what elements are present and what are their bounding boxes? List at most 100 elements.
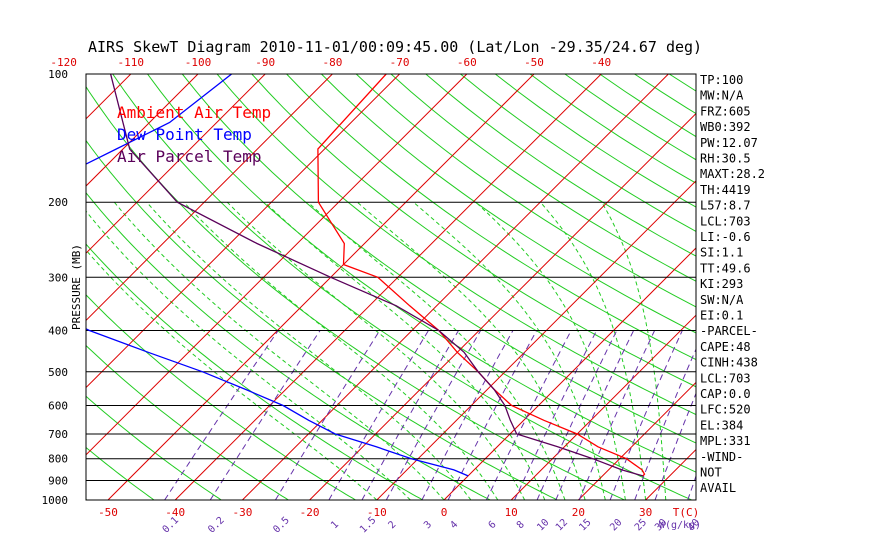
top-temp-tick-label: -60 — [457, 56, 477, 69]
isotherm-line — [86, 74, 468, 456]
dry-adiabat — [355, 74, 696, 308]
bottom-temp-unit: T(C) — [673, 506, 700, 519]
pressure-tick-label: 600 — [48, 399, 68, 412]
index-cape: CAPE:48 — [700, 340, 751, 354]
mixing-ratio-tick-label: 10 — [535, 517, 551, 533]
moist-adiabat — [413, 201, 606, 500]
mixing-ratio-tick-label: 0.2 — [206, 515, 227, 536]
series-line-air-parcel-temp — [109, 74, 643, 477]
mixing-ratio-tick-label: 6 — [487, 519, 499, 531]
index-wind: -WIND- — [700, 450, 743, 464]
bottom-temp-tick-label: 30 — [639, 506, 652, 519]
dry-adiabat — [843, 74, 870, 500]
mixing-ratio-tick-label: 1 — [329, 519, 341, 531]
top-temp-tick-label: -90 — [255, 56, 275, 69]
bottom-temp-tick-label: 10 — [505, 506, 518, 519]
pressure-tick-label: 700 — [48, 428, 68, 441]
bottom-temp-tick-label: 0 — [441, 506, 448, 519]
chart-axes: 1002003004005006007008009001000PRESSURE … — [42, 56, 703, 536]
isotherm-line — [309, 112, 696, 500]
index-ei: EI:0.1 — [700, 309, 743, 323]
chart-series — [86, 74, 646, 477]
isotherm-line — [86, 74, 333, 322]
dry-adiabat — [86, 192, 491, 500]
index-lfc: LFC:520 — [700, 403, 751, 417]
pressure-tick-label: 500 — [48, 366, 68, 379]
index-mw: MW:N/A — [700, 89, 744, 103]
pressure-tick-label: 1000 — [42, 494, 69, 507]
isotherm-line — [510, 314, 696, 500]
dry-adiabat — [739, 74, 870, 500]
bottom-temp-tick-label: -40 — [165, 506, 185, 519]
index-rh: RH:30.5 — [700, 152, 751, 166]
index-tp: TP:100 — [700, 73, 743, 87]
dry-adiabat — [808, 74, 870, 500]
index-mpl: MPL:331 — [700, 434, 751, 448]
mixing-ratio-tick-label: 0.5 — [271, 515, 292, 536]
bottom-temp-tick-label: -30 — [232, 506, 252, 519]
index-l57: L57:8.7 — [700, 199, 751, 213]
isotherm-line — [86, 74, 266, 254]
index-frz: FRZ:605 — [700, 104, 751, 118]
isotherm-line — [645, 448, 696, 500]
top-temp-tick-label: -70 — [390, 56, 410, 69]
mixing-ratio-tick-label: 8 — [515, 519, 527, 531]
moist-adiabat — [86, 249, 378, 500]
pressure-tick-label: 200 — [48, 196, 68, 209]
index-li: LI:-0.6 — [700, 230, 751, 244]
index-th: TH:4419 — [700, 183, 751, 197]
index-avail: AVAIL — [700, 481, 736, 495]
dry-adiabat — [286, 74, 696, 361]
index-not: NOT — [700, 466, 722, 480]
mixing-ratio-line — [536, 330, 618, 500]
dry-adiabat — [86, 294, 356, 500]
moist-adiabat — [264, 201, 546, 500]
index-parcel: -PARCEL- — [700, 324, 758, 338]
top-temp-tick-label: -40 — [591, 56, 611, 69]
index-el: EL:384 — [700, 418, 743, 432]
pressure-tick-label: 800 — [48, 453, 68, 466]
legend-entry: Air Parcel Temp — [117, 147, 262, 166]
pressure-tick-label: 400 — [48, 324, 68, 337]
isotherm-line — [107, 74, 535, 500]
bottom-temp-tick-label: -10 — [367, 506, 387, 519]
dry-adiabat — [390, 74, 696, 282]
index-lcl: LCL:703 — [700, 214, 751, 228]
isotherm-line — [376, 180, 696, 500]
mixing-ratio-tick-label: 12 — [554, 517, 570, 533]
isotherm-line — [443, 247, 696, 500]
pressure-tick-label: 300 — [48, 271, 68, 284]
moist-adiabat — [113, 201, 445, 500]
mixing-ratio-unit: W(g/kg) — [659, 520, 701, 531]
bottom-temp-tick-label: -20 — [300, 506, 320, 519]
series-line-dew-point-temp — [86, 74, 469, 477]
bottom-temp-tick-label: -50 — [98, 506, 118, 519]
mixing-ratio-line — [555, 330, 635, 500]
index-cinh: CINH:438 — [700, 356, 758, 370]
mixing-ratio-tick-label: 3 — [422, 519, 434, 531]
isotherm-line — [578, 381, 696, 500]
mixing-ratio-tick-label: 2 — [387, 519, 399, 531]
dry-adiabat — [251, 74, 696, 388]
top-temp-tick-label: -110 — [118, 56, 145, 69]
isotherm-line — [86, 74, 400, 389]
mixing-ratio-line — [361, 330, 459, 500]
legend-entry: Dew Point Temp — [117, 125, 252, 144]
dry-adiabat — [86, 446, 155, 500]
dry-adiabat — [86, 243, 424, 500]
chart-legend: Ambient Air Temp Dew Point Temp Air Parcel… — [117, 103, 271, 166]
top-temp-tick-label: -50 — [524, 56, 544, 69]
dry-adiabat — [86, 85, 625, 500]
index-cap: CAP:0.0 — [700, 387, 751, 401]
dry-adiabat — [86, 395, 222, 500]
mixing-ratio-tick-label: 20 — [608, 517, 624, 533]
moist-adiabat — [226, 201, 526, 500]
isobar-lines — [86, 73, 696, 501]
index-wb0: WB0:392 — [700, 120, 751, 134]
dry-adiabat — [425, 74, 696, 257]
top-temp-tick-label: -100 — [185, 56, 212, 69]
dry-adiabat — [86, 344, 289, 500]
mixing-ratio-tick-label: 15 — [577, 517, 593, 533]
